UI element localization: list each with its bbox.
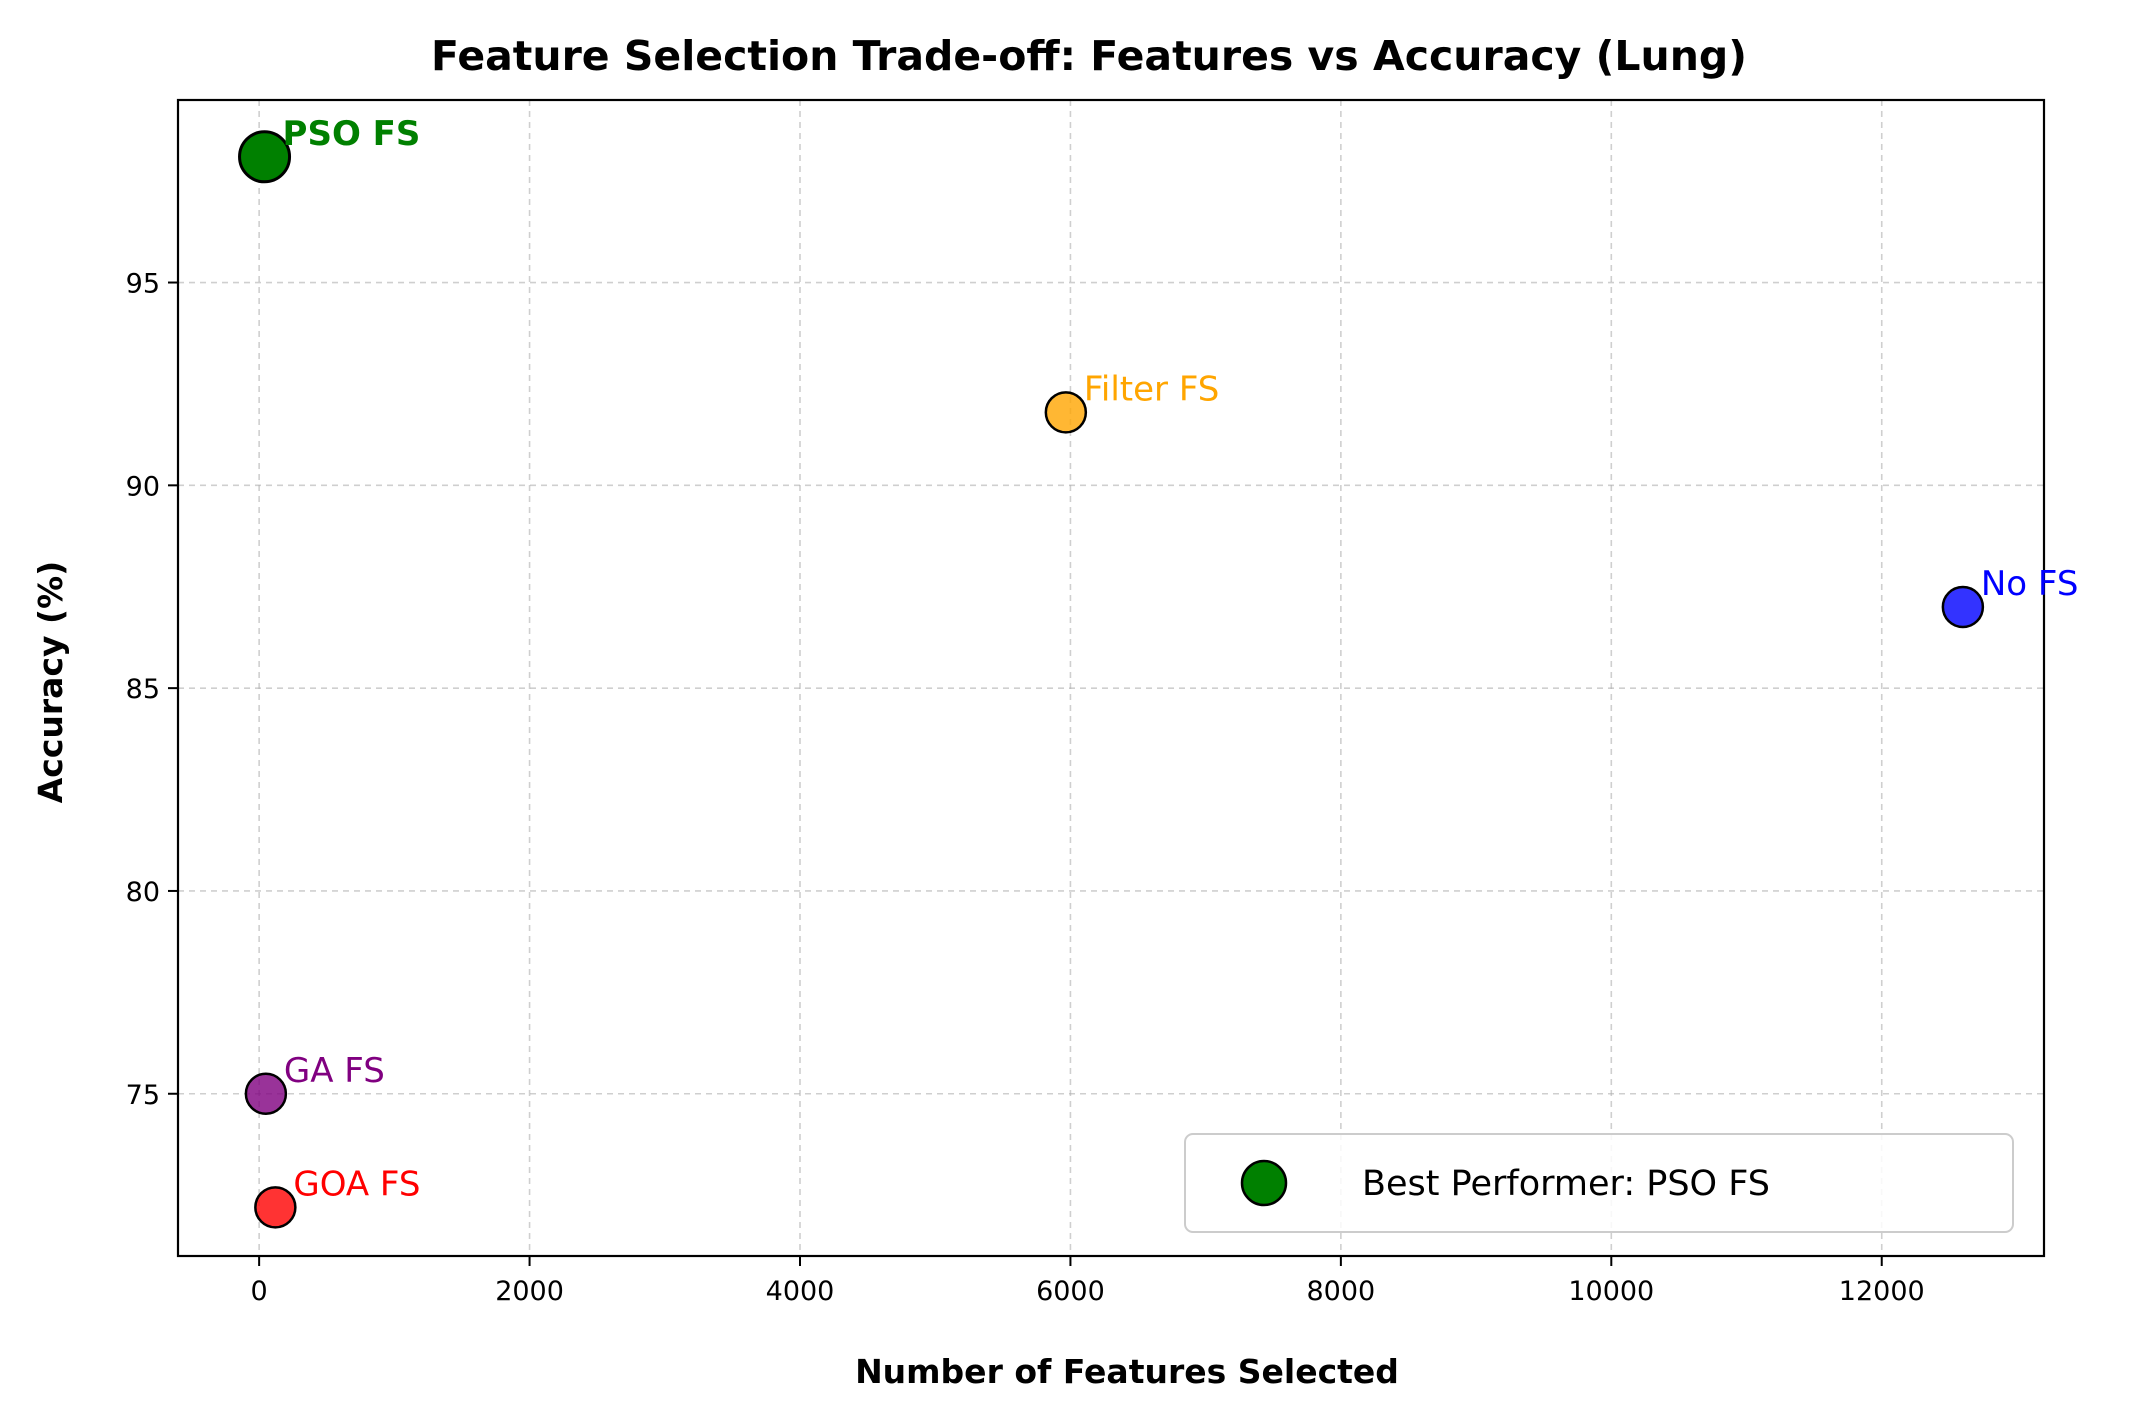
- legend-label: Best Performer: PSO FS: [1362, 1164, 1770, 1204]
- point-label-ga-fs: GA FS: [284, 1051, 385, 1091]
- chart-title: Feature Selection Trade-off: Features vs…: [431, 32, 1747, 80]
- y-tick-label: 95: [126, 269, 160, 300]
- point-ga-fs: [244, 1072, 288, 1116]
- point-label-goa-fs: GOA FS: [293, 1164, 420, 1204]
- point-goa-fs: [254, 1186, 297, 1229]
- x-tick-label: 10000: [1568, 1276, 1654, 1307]
- point-label-no-fs: No FS: [1981, 564, 2079, 604]
- grid-lines: [178, 100, 2044, 1256]
- y-tick-label: 90: [126, 471, 160, 502]
- point-label-filter-fs: Filter FS: [1084, 369, 1220, 409]
- y-tick-label: 75: [126, 1080, 160, 1111]
- data-points: [238, 130, 1985, 1229]
- x-tick-label: 12000: [1839, 1276, 1925, 1307]
- point-filter-fs: [1044, 391, 1088, 434]
- legend-marker: [1240, 1159, 1288, 1207]
- y-tick-label: 85: [126, 674, 160, 705]
- x-tick-label: 2000: [495, 1276, 564, 1307]
- plot-frame: [176, 98, 2046, 1258]
- y-axis-label: Accuracy (%): [31, 561, 70, 804]
- legend: Best Performer: PSO FS: [1184, 1133, 2014, 1233]
- x-axis-label: Number of Features Selected: [855, 1352, 1399, 1391]
- axis-ticks: 0 2000 4000 6000 8000 10000 12000 75 80 85 90 95: [126, 269, 1925, 1307]
- x-tick-label: 8000: [1307, 1276, 1376, 1307]
- x-tick-label: 4000: [766, 1276, 835, 1307]
- y-tick-label: 80: [126, 877, 160, 908]
- point-labels: No FS Filter FS GA FS GOA FS PSO FS: [283, 114, 2079, 1205]
- point-pso-fs: [238, 130, 292, 184]
- x-tick-label: 0: [251, 1276, 268, 1307]
- point-label-pso-fs: PSO FS: [283, 114, 421, 154]
- x-tick-label: 6000: [1036, 1276, 1105, 1307]
- point-no-fs: [1941, 585, 1985, 629]
- legend-box: [1184, 1133, 2014, 1233]
